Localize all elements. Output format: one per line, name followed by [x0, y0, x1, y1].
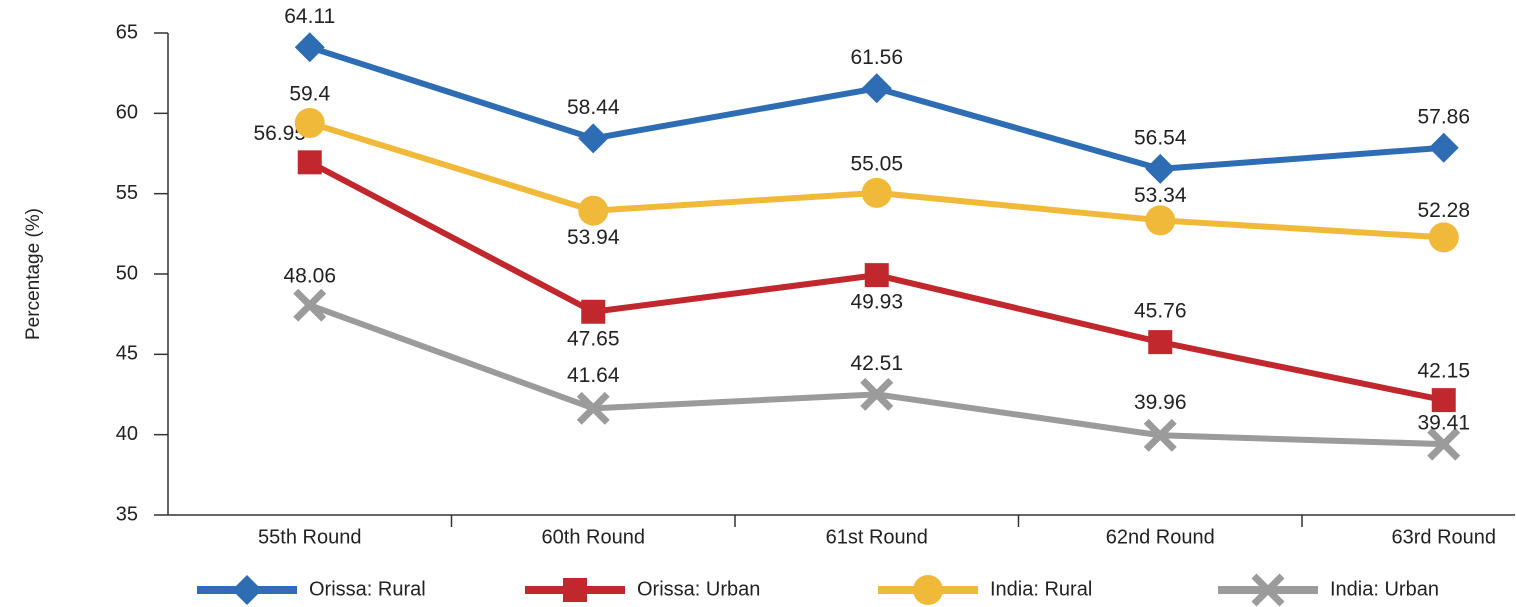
- marker: [1431, 388, 1456, 413]
- value-label: 55.05: [850, 152, 903, 175]
- marker: [1427, 427, 1461, 461]
- y-tick-label: 65: [116, 21, 138, 43]
- value-label: 41.64: [567, 364, 620, 387]
- x-tick-label: 60th Round: [542, 526, 645, 548]
- value-label: 52.28: [1417, 199, 1470, 222]
- y-axis-title: Percentage (%): [23, 208, 44, 340]
- value-label: 47.65: [567, 327, 620, 350]
- marker: [578, 123, 609, 154]
- value-label: 58.44: [567, 96, 620, 119]
- legend-label: Orissa: Urban: [637, 578, 760, 600]
- value-label: 61.56: [850, 46, 903, 69]
- marker: [861, 73, 892, 104]
- marker: [860, 377, 894, 411]
- legend-label: Orissa: Rural: [309, 578, 426, 600]
- value-label: 39.96: [1134, 391, 1187, 414]
- legend-marker: [913, 575, 943, 605]
- value-label: 53.94: [567, 226, 620, 249]
- y-tick-label: 50: [116, 262, 138, 284]
- marker: [297, 150, 322, 175]
- y-tick-label: 60: [116, 102, 138, 124]
- value-label: 42.51: [850, 352, 903, 375]
- marker: [861, 177, 892, 208]
- marker: [1143, 418, 1177, 452]
- marker: [1145, 153, 1176, 184]
- y-tick-label: 55: [116, 182, 138, 204]
- legend-marker: [563, 578, 587, 602]
- marker: [576, 391, 610, 425]
- marker: [864, 263, 889, 288]
- x-tick-label: 55th Round: [258, 526, 361, 548]
- value-label: 53.34: [1134, 184, 1187, 207]
- y-tick-label: 40: [116, 423, 138, 445]
- value-label: 59.4: [289, 83, 330, 106]
- legend-marker: [232, 575, 262, 605]
- x-tick-label: 61st Round: [826, 526, 928, 548]
- value-label: 42.15: [1417, 360, 1470, 383]
- y-tick-label: 45: [116, 343, 138, 365]
- value-label: 64.11: [284, 5, 335, 28]
- value-label: 56.54: [1134, 126, 1187, 149]
- value-label: 49.93: [850, 291, 903, 314]
- legend-label: India: Rural: [990, 578, 1092, 600]
- value-label: 39.41: [1417, 412, 1470, 435]
- value-label: 56.95: [253, 122, 306, 145]
- marker: [1428, 132, 1459, 163]
- value-label: 48.06: [283, 265, 336, 288]
- marker: [293, 288, 327, 322]
- legend-label: India: Urban: [1330, 578, 1439, 600]
- marker: [294, 32, 325, 63]
- x-tick-label: 63rd Round: [1391, 526, 1496, 548]
- value-label: 57.86: [1417, 105, 1470, 128]
- legend-marker: [1251, 573, 1285, 607]
- marker: [294, 107, 325, 138]
- marker: [1148, 330, 1173, 355]
- marker: [581, 299, 606, 324]
- y-tick-label: 35: [116, 503, 138, 525]
- value-label: 45.76: [1134, 300, 1187, 323]
- x-tick-label: 62nd Round: [1106, 526, 1215, 548]
- marker: [578, 195, 609, 226]
- marker: [1428, 222, 1459, 253]
- marker: [1145, 205, 1176, 236]
